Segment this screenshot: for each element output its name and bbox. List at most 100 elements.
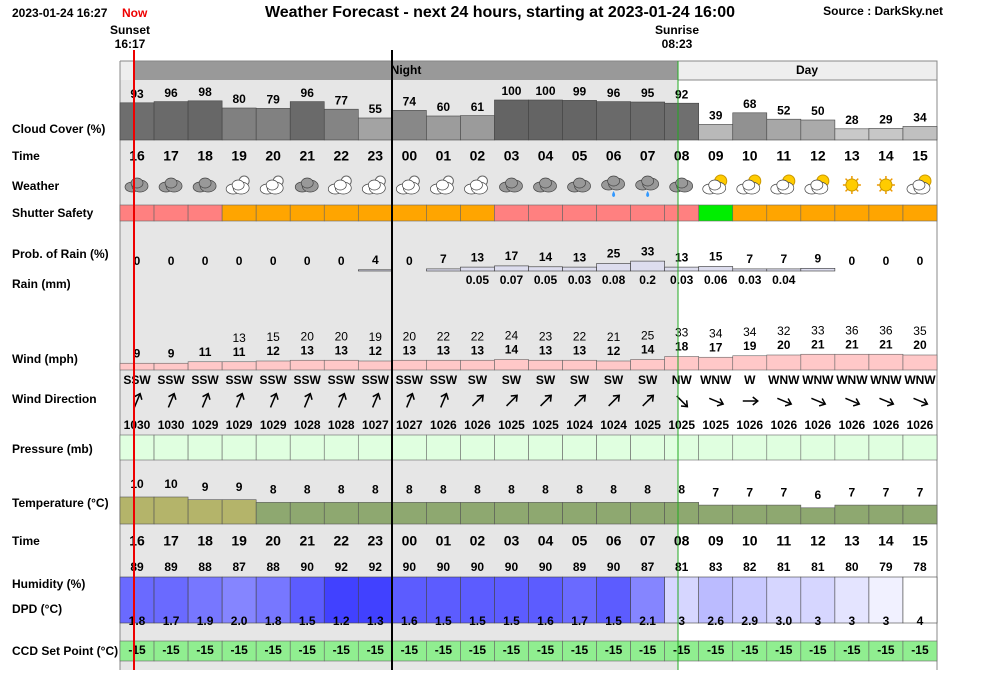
cloud-bar (732, 112, 768, 141)
pressure-cell (187, 434, 223, 461)
wind-gust: 22 (437, 329, 451, 343)
humidity-value: 82 (743, 560, 757, 574)
wind-arrow (201, 392, 211, 408)
rain-value: 0.04 (772, 273, 796, 287)
pressure-value: 1026 (770, 418, 797, 432)
row-label: Wind Direction (12, 392, 97, 406)
time: 09 (708, 533, 724, 549)
pressure-value: 1027 (362, 418, 389, 432)
row-label: Time (12, 149, 40, 163)
wind-bar (766, 354, 802, 371)
wind-speed: 11 (233, 345, 246, 359)
rain-prob-bar (494, 265, 529, 272)
arrow-head (476, 394, 484, 402)
temp-bar (766, 504, 802, 525)
arrow-shaft (440, 394, 447, 408)
time: 20 (265, 533, 281, 549)
cloud-part (231, 179, 245, 191)
shutter-cell (289, 204, 325, 222)
temp-bar (357, 502, 393, 525)
arrow-head (544, 394, 553, 402)
humidity-value: 81 (675, 560, 689, 574)
cloud-value: 50 (811, 104, 825, 118)
cloud-part (164, 177, 178, 189)
arrow-head (818, 398, 827, 407)
wind-arrow (471, 394, 484, 407)
rain-drop (612, 191, 616, 197)
pressure-value: 1030 (158, 418, 185, 432)
arrow-shaft (574, 395, 586, 407)
arrow-shaft (777, 397, 791, 405)
time: 18 (197, 533, 213, 549)
temp-bar (460, 502, 495, 525)
wind-bar (630, 359, 665, 371)
ccd-value: -15 (367, 643, 385, 657)
rain-prob-bar (460, 266, 495, 272)
cloud-value: 77 (335, 93, 349, 107)
temp-bar (392, 502, 427, 525)
cloud-part (367, 179, 381, 191)
wind-arrow (608, 394, 621, 407)
wind-bar (868, 353, 904, 371)
arrow-shaft (811, 397, 825, 405)
wind-bar (357, 360, 393, 371)
rain-prob-value: 7 (746, 252, 753, 266)
pressure-value: 1029 (192, 418, 219, 432)
shutter-cell (732, 204, 768, 222)
wind-arrow (371, 392, 381, 408)
pressure-cell (562, 434, 597, 461)
arrow-head (716, 398, 725, 407)
ccd-value: -15 (605, 643, 623, 657)
wind-bar (800, 353, 836, 371)
humidity-cell (630, 576, 665, 624)
wind-direction: WNW (802, 373, 834, 387)
cloud-bar (800, 119, 836, 141)
cloud-part (810, 179, 824, 191)
pressure-cell (834, 434, 870, 461)
humidity-value: 80 (845, 560, 859, 574)
rain-prob-value: 0 (304, 254, 311, 268)
wind-arrow (742, 396, 759, 406)
time: 06 (606, 148, 622, 164)
wind-direction: SSW (328, 373, 356, 387)
wind-arrow (235, 392, 245, 408)
row-label: Pressure (mb) (12, 442, 93, 456)
row-labels: Cloud Cover (%) Time Weather Shutter Saf… (12, 122, 118, 658)
cloud-bar (119, 102, 155, 141)
dpd-value: 1.6 (537, 614, 554, 628)
pressure-value: 1024 (600, 418, 627, 432)
dpd-value: 2.1 (639, 614, 656, 628)
wind-direction: W (744, 373, 756, 387)
shutter-cell (596, 204, 631, 222)
wind-direction: WNW (836, 373, 868, 387)
shutter-cell (902, 204, 938, 222)
shutter-cell (426, 204, 461, 222)
wind-gust: 34 (743, 325, 757, 339)
temperature-value: 8 (610, 483, 617, 497)
cloud-part (607, 175, 620, 187)
temperature-value: 10 (164, 477, 178, 491)
wind-bar (323, 359, 359, 371)
time: 05 (572, 148, 588, 164)
wind-bar (460, 359, 495, 371)
humidity-cell (528, 576, 563, 624)
arrow-shaft (371, 394, 379, 408)
temperature-value: 8 (508, 483, 515, 497)
wind-speed: 13 (539, 343, 553, 357)
cloud-value: 74 (403, 95, 417, 109)
cloud-part (742, 179, 756, 191)
pressure-cell (664, 434, 700, 461)
cloud-value: 96 (607, 86, 621, 100)
rain-prob-bar (766, 268, 802, 272)
pressure-value: 1029 (260, 418, 287, 432)
humidity-value: 90 (437, 560, 451, 574)
rain-value: 0.05 (466, 273, 490, 287)
rain-value: 0.07 (500, 273, 524, 287)
pressure-value: 1026 (907, 418, 934, 432)
temp-bar (800, 507, 836, 525)
shutter-cell (664, 204, 700, 222)
wind-gust: 21 (607, 330, 621, 344)
time: 09 (708, 148, 724, 164)
temperature-value: 8 (304, 483, 311, 497)
